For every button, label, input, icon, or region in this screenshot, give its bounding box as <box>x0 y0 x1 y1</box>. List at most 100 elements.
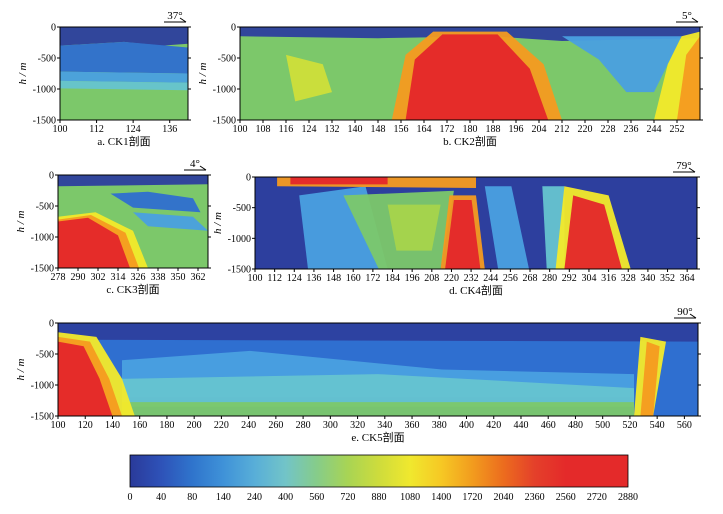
x-tick-label: 124 <box>302 124 317 135</box>
y-tick-label: -1500 <box>31 412 54 423</box>
plot-frame <box>57 322 699 417</box>
colorbar-label: 720 <box>340 492 355 503</box>
x-tick-label: 100 <box>248 273 263 284</box>
x-tick-label: 196 <box>405 273 420 284</box>
x-tick-label: 316 <box>601 273 616 284</box>
x-tick-label: 228 <box>601 124 616 135</box>
x-tick-label: 124 <box>287 273 302 284</box>
x-tick-label: 304 <box>581 273 596 284</box>
x-tick-label: 220 <box>578 124 593 135</box>
field-region <box>133 212 208 231</box>
x-tick-label: 280 <box>296 420 311 431</box>
panel-caption: e. CK5剖面 <box>351 430 404 444</box>
x-tick-label: 148 <box>326 273 341 284</box>
x-tick-label: 340 <box>640 273 655 284</box>
y-tick-label: 0 <box>51 23 56 34</box>
panel-caption: b. CK2剖面 <box>443 134 497 148</box>
x-tick-label: 480 <box>568 420 583 431</box>
x-tick-label: 164 <box>417 124 432 135</box>
y-tick-label: -1000 <box>33 85 56 96</box>
field-region <box>60 71 188 83</box>
x-tick-label: 140 <box>105 420 120 431</box>
x-tick-label: 440 <box>513 420 528 431</box>
x-tick-label: 156 <box>394 124 409 135</box>
y-tick-label: -1500 <box>33 116 56 127</box>
field-region <box>122 402 634 416</box>
colorbar-gradient <box>129 454 629 488</box>
x-tick-label: 460 <box>541 420 556 431</box>
azimuth-label: 4° <box>190 158 200 170</box>
x-tick-label: 338 <box>151 272 166 283</box>
azimuth-label: 79° <box>676 160 691 172</box>
field-region <box>445 200 481 269</box>
azimuth-label: 5° <box>682 10 692 22</box>
x-tick-label: 212 <box>555 124 570 135</box>
x-tick-label: 540 <box>650 420 665 431</box>
field-region <box>122 374 634 407</box>
y-axis-label: h / m <box>212 212 224 234</box>
azimuth-arrow-head <box>688 167 696 173</box>
field-region <box>58 323 698 342</box>
x-tick-label: 320 <box>350 420 365 431</box>
x-tick-label: 326 <box>131 272 146 283</box>
x-tick-label: 252 <box>670 124 685 135</box>
field-region <box>484 186 529 269</box>
y-tick-label: -500 <box>36 202 54 213</box>
x-tick-label: 290 <box>71 272 86 283</box>
colorbar-label: 0 <box>128 492 133 503</box>
field-region <box>60 41 188 74</box>
y-tick-label: -500 <box>38 54 56 65</box>
x-tick-label: 420 <box>486 420 501 431</box>
colorbar-label: 560 <box>309 492 324 503</box>
resistivity-field-ck5 <box>58 323 698 416</box>
x-tick-label: 360 <box>405 420 420 431</box>
azimuth-arrow-head <box>689 313 697 319</box>
y-axis-label: h / m <box>197 62 209 84</box>
panel-caption: d. CK4剖面 <box>449 283 503 297</box>
resistivity-field-ck2 <box>240 27 700 120</box>
field-region <box>58 175 208 187</box>
resistivity-field-ck1 <box>60 27 188 120</box>
x-tick-label: 204 <box>532 124 547 135</box>
x-tick-label: 112 <box>89 124 104 135</box>
y-tick-label: -1000 <box>228 234 251 245</box>
x-tick-label: 232 <box>464 273 479 284</box>
x-tick-label: 244 <box>483 273 498 284</box>
azimuth-arrow-head <box>179 17 187 23</box>
colorbar-label: 400 <box>278 492 293 503</box>
panel-caption: c. CK3剖面 <box>106 282 159 296</box>
field-region <box>286 54 332 102</box>
x-tick-label: 380 <box>432 420 447 431</box>
x-tick-label: 292 <box>562 273 577 284</box>
x-tick-label: 340 <box>377 420 392 431</box>
field-region <box>405 34 549 120</box>
colorbar-label: 2360 <box>525 492 545 503</box>
field-region <box>58 217 130 268</box>
x-tick-label: 236 <box>624 124 639 135</box>
x-tick-label: 244 <box>647 124 662 135</box>
plot-frame <box>57 174 209 269</box>
x-tick-label: 132 <box>325 124 340 135</box>
field-region <box>677 36 700 120</box>
field-region <box>562 36 682 93</box>
y-axis-label: h / m <box>15 210 27 232</box>
x-tick-label: 148 <box>371 124 386 135</box>
x-tick-label: 180 <box>463 124 478 135</box>
y-tick-label: -1500 <box>31 264 54 275</box>
x-tick-label: 184 <box>385 273 400 284</box>
x-tick-label: 108 <box>256 124 271 135</box>
y-tick-label: -1000 <box>213 85 236 96</box>
colorbar: 0 40 80 140 240 400 560 720 880 1080 1400 1720 2040 2… <box>128 454 638 503</box>
x-tick-label: 500 <box>595 420 610 431</box>
colorbar-label: 40 <box>156 492 166 503</box>
x-tick-label: 124 <box>126 124 141 135</box>
x-tick-label: 362 <box>191 272 206 283</box>
y-tick-label: 0 <box>231 23 236 34</box>
y-tick-label: 0 <box>246 173 251 184</box>
azimuth-arrow-head <box>199 165 207 171</box>
x-tick-label: 188 <box>486 124 501 135</box>
